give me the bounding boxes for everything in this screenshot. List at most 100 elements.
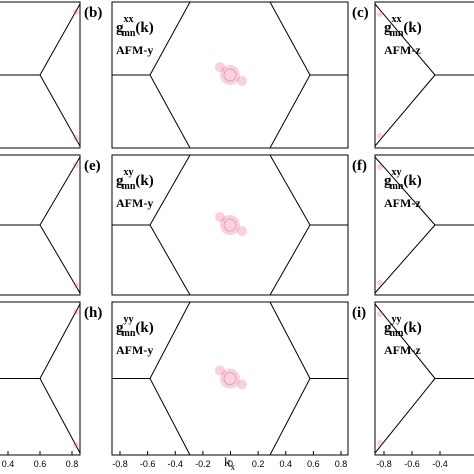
zone-boundary — [269, 154, 311, 226]
feature — [73, 282, 79, 288]
zone-boundary — [39, 156, 81, 226]
subscript: mn — [122, 181, 136, 192]
feature — [220, 65, 240, 85]
feature — [377, 311, 383, 317]
symbol: g — [384, 20, 392, 36]
tick-label: 0.4 — [2, 459, 15, 469]
argument: (k) — [403, 20, 421, 36]
tick-label: 0.8 — [66, 459, 79, 469]
quantity: gxy mn(k) — [384, 167, 422, 192]
x-axis-label: kx — [224, 454, 236, 472]
tick-label: 0.6 — [307, 459, 320, 469]
panel-frame — [111, 154, 349, 296]
symbol: k — [224, 454, 231, 469]
quantity: gxx mn(k) — [384, 14, 422, 39]
feature — [220, 215, 240, 235]
superscript: xx — [124, 14, 134, 25]
zone-boundary — [269, 378, 311, 456]
tick-label: -0.4 — [167, 459, 183, 469]
feature — [377, 133, 383, 139]
symbol: g — [116, 320, 124, 336]
panel-label: (c) — [352, 5, 369, 21]
subscript: mn — [390, 28, 404, 39]
phase: AFM-y — [116, 343, 153, 357]
zone-boundary — [374, 378, 436, 454]
zone-boundary — [39, 224, 81, 294]
zone-boundary — [149, 74, 191, 149]
zone-boundary — [374, 224, 436, 294]
zone-boundary — [269, 1, 311, 76]
feature — [73, 9, 79, 15]
zone-boundary — [149, 224, 191, 296]
tick-label: -0.8 — [112, 459, 128, 469]
superscript: xx — [392, 14, 402, 25]
zone-boundary — [374, 3, 436, 76]
feature — [73, 135, 79, 141]
feature — [377, 164, 383, 170]
zone-boundary — [374, 156, 436, 226]
argument: (k) — [403, 173, 421, 189]
phase: AFM-z — [384, 43, 421, 57]
superscript: yy — [124, 314, 134, 325]
panel-label: (f) — [352, 158, 367, 174]
tick-label: -0.6 — [140, 459, 156, 469]
phase: AFM-z — [384, 343, 421, 357]
feature — [73, 162, 79, 168]
superscript: yy — [392, 314, 402, 325]
zone-boundary — [39, 74, 81, 147]
zone-boundary — [149, 378, 191, 456]
phase: AFM-y — [116, 43, 153, 57]
subscript: x — [231, 462, 236, 472]
feature — [215, 212, 225, 222]
phase: AFM-z — [384, 196, 421, 210]
zone-boundary — [39, 3, 81, 76]
tick-label: 0.8 — [335, 459, 348, 469]
panel-label: (b) — [84, 5, 102, 21]
zone-boundary — [39, 378, 81, 454]
panel-label: (h) — [84, 305, 102, 321]
quantity: gyy mn(k) — [116, 314, 154, 339]
argument: (k) — [135, 173, 153, 189]
feature — [223, 372, 237, 385]
subscript: mn — [122, 328, 136, 339]
feature — [237, 379, 247, 390]
symbol: g — [116, 173, 124, 189]
feature — [377, 280, 383, 286]
quantity: gxy mn(k) — [116, 167, 154, 192]
subscript: mn — [390, 181, 404, 192]
feature — [237, 226, 247, 236]
symbol: g — [384, 173, 392, 189]
tick-label: -0.2 — [195, 459, 211, 469]
tick-label: 0 — [228, 459, 233, 469]
zone-boundary — [374, 303, 436, 379]
feature — [223, 218, 237, 232]
zone-boundary — [149, 1, 191, 76]
zone-boundary — [269, 224, 311, 296]
argument: (k) — [403, 320, 421, 336]
feature — [215, 62, 225, 72]
superscript: xy — [392, 167, 402, 178]
symbol: g — [116, 20, 124, 36]
panel-frame — [111, 1, 349, 149]
zone-boundary — [269, 74, 311, 149]
superscript: xy — [124, 167, 134, 178]
tick-label: 0.4 — [279, 459, 292, 469]
feature — [377, 11, 383, 17]
subscript: mn — [122, 28, 136, 39]
zone-boundary — [39, 303, 81, 379]
subscript: mn — [390, 328, 404, 339]
feature — [377, 440, 383, 446]
tick-label: 0.2 — [252, 459, 265, 469]
feature — [237, 76, 247, 86]
feature — [73, 309, 79, 315]
tick-label: 0.6 — [34, 459, 47, 469]
tick-label: -0.4 — [432, 459, 448, 469]
tick-label: -0.6 — [404, 459, 420, 469]
zone-boundary — [149, 154, 191, 226]
feature — [73, 442, 79, 448]
feature — [223, 68, 237, 82]
symbol: g — [384, 320, 392, 336]
argument: (k) — [135, 320, 153, 336]
panel-frame — [111, 301, 349, 456]
panel-label: (i) — [352, 305, 366, 321]
